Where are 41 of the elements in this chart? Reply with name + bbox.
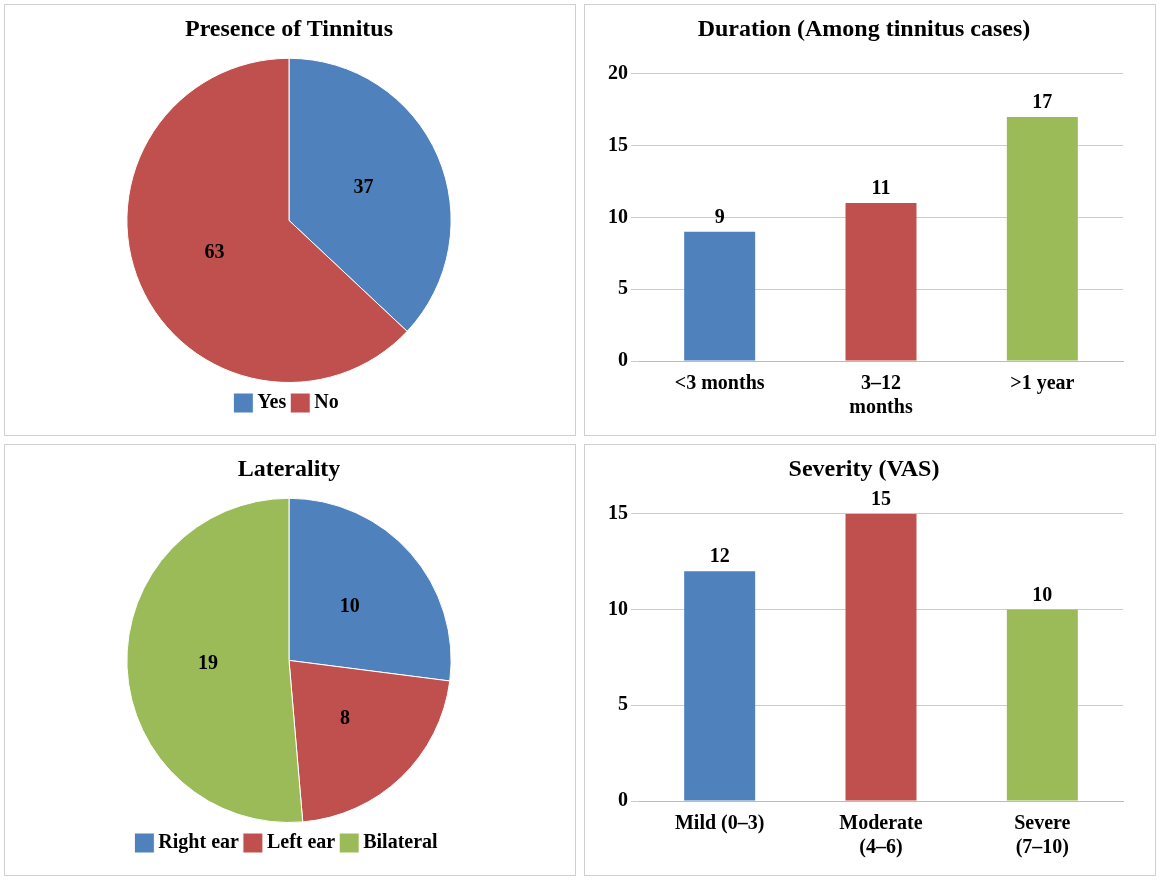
chart-title: Laterality xyxy=(237,454,341,481)
data-label: 63 xyxy=(204,239,225,262)
data-label: 10 xyxy=(339,594,360,617)
y-tick-label: 0 xyxy=(618,348,628,371)
y-tick-label: 15 xyxy=(608,132,628,155)
chart-title: Severity (VAS) xyxy=(788,454,940,481)
y-tick-label: 5 xyxy=(618,276,628,299)
data-label: 11 xyxy=(871,176,891,199)
bar xyxy=(845,513,917,801)
legend-label: No xyxy=(314,390,339,413)
y-tick-label: 20 xyxy=(608,60,628,83)
bar xyxy=(845,203,917,361)
chart-title: Presence of Tinnitus xyxy=(184,14,394,41)
y-tick-label: 15 xyxy=(608,500,628,523)
legend-label: Yes xyxy=(257,390,287,413)
y-tick-label: 10 xyxy=(608,596,628,619)
data-label: 17 xyxy=(1032,90,1053,113)
data-label: 19 xyxy=(198,651,219,674)
data-label: 8 xyxy=(340,706,351,729)
y-tick-label: 0 xyxy=(618,788,628,811)
legend-label: Right ear xyxy=(158,830,240,854)
y-tick-label: 5 xyxy=(618,692,628,715)
bar xyxy=(1006,116,1078,361)
legend-label: Left ear xyxy=(266,830,336,853)
y-tick-label: 10 xyxy=(608,204,628,227)
data-label: 15 xyxy=(871,486,891,509)
x-tick-label: <3 months xyxy=(674,371,765,394)
x-tick-label: Moderate (4–6) xyxy=(839,811,923,859)
bar xyxy=(684,231,756,361)
x-tick-label: Severe (7–10) xyxy=(1014,811,1071,859)
legend-label: Bilateral xyxy=(363,830,439,853)
bar xyxy=(684,571,756,801)
chart-title: Duration (Among tinnitus cases) xyxy=(697,14,1031,41)
data-label: 9 xyxy=(714,204,725,227)
data-label: 12 xyxy=(709,544,730,567)
x-tick-label: >1 year xyxy=(1010,371,1075,395)
x-tick-label: 3–12 months xyxy=(849,371,913,418)
bar xyxy=(1006,609,1078,801)
x-tick-label: Mild (0–3) xyxy=(674,811,765,835)
data-label: 10 xyxy=(1032,582,1053,605)
data-label: 37 xyxy=(353,175,374,198)
